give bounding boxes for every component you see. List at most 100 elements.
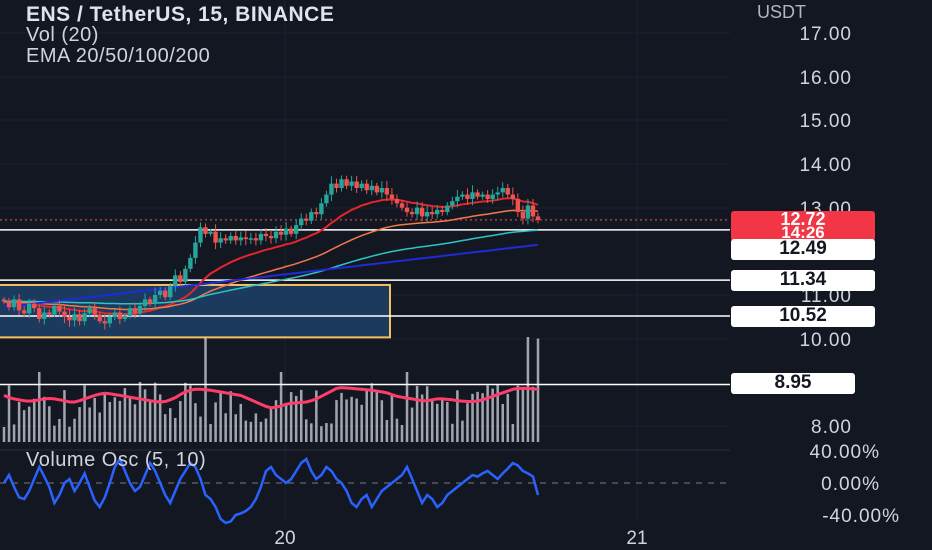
candle-body — [490, 194, 495, 199]
candle-body — [278, 231, 284, 235]
volume-bar — [174, 417, 177, 442]
candle-body — [465, 194, 470, 199]
time-axis: 20 21 — [274, 528, 647, 549]
volume-bar — [128, 396, 132, 442]
volume-bar — [299, 389, 303, 442]
volume-bar — [7, 385, 11, 442]
candle-body — [87, 308, 92, 314]
candle-body — [389, 194, 395, 199]
osc-tick-label: -40.00% — [822, 506, 900, 527]
candle-body — [440, 209, 445, 213]
volume-bar — [143, 389, 147, 442]
volume-bar — [446, 401, 449, 442]
candle-body — [253, 238, 259, 241]
candle-body — [505, 188, 510, 195]
candle-body — [168, 286, 173, 298]
price-tick-label: 17.00 — [799, 24, 852, 45]
volume-bar — [63, 390, 66, 442]
volume-bar — [415, 386, 419, 442]
volume-indicator-label[interactable]: Vol (20) — [26, 24, 99, 46]
volume-bar — [138, 382, 142, 442]
volume-bar — [168, 408, 172, 442]
price-axis: 17.0016.0015.0014.0013.0011.0010.008.004… — [799, 24, 900, 527]
candle-body — [530, 205, 536, 217]
volume-bar — [516, 385, 520, 442]
current-price-tag: 12.72 14:26 — [731, 210, 875, 241]
price-zone — [0, 283, 391, 339]
volume-bar — [12, 424, 16, 442]
volume-bar — [108, 401, 112, 442]
candle-body — [42, 312, 47, 320]
volume-ma-line — [3, 386, 539, 410]
ema-indicator-label[interactable]: EMA 20/50/100/200 — [26, 45, 211, 67]
volume-bar — [2, 427, 6, 442]
candle-body — [248, 238, 254, 240]
candle-body — [314, 212, 319, 215]
candle-body — [16, 299, 22, 311]
volume-bar — [73, 418, 76, 442]
candle-body — [127, 308, 133, 316]
volume-bar — [199, 416, 202, 442]
candle-body — [344, 179, 349, 186]
volume-bar — [305, 419, 308, 442]
volume-bar — [53, 425, 56, 442]
candle-body — [203, 227, 208, 234]
candle-body — [470, 192, 475, 199]
volume-bar — [48, 406, 51, 442]
candle-body — [510, 194, 516, 199]
candle-body — [273, 231, 279, 239]
candle-body — [430, 212, 435, 215]
ema-50-line — [3, 209, 539, 311]
volume-bar — [274, 400, 278, 442]
candle-body — [319, 203, 324, 215]
volume-bar — [350, 396, 353, 442]
candle-body — [329, 183, 334, 195]
volume-bar — [98, 412, 101, 442]
candle-body — [243, 237, 249, 240]
candle-body — [495, 192, 500, 195]
candle-body — [152, 295, 158, 304]
volume-bar — [264, 418, 268, 442]
volume-bar — [390, 395, 394, 442]
price-tick-label: 14.00 — [799, 155, 852, 176]
volume-bar — [385, 420, 389, 442]
volume-oscillator — [0, 456, 730, 525]
candle-body — [339, 179, 344, 189]
candle-body — [6, 301, 12, 308]
candle-body — [424, 212, 430, 217]
volume-bar — [400, 425, 404, 442]
candle-body — [173, 275, 178, 287]
volume-bar — [27, 406, 31, 442]
volume-bar — [17, 401, 21, 442]
volume-bar — [355, 398, 358, 442]
candle-body — [122, 315, 128, 320]
candle-body — [32, 303, 37, 309]
candle-body — [475, 192, 480, 197]
candle-body — [460, 194, 465, 197]
candle-body — [419, 207, 425, 217]
price-tick-label: 16.00 — [799, 68, 852, 89]
oscillator-title[interactable]: Volume Osc (5, 10) — [26, 449, 207, 471]
symbol-title[interactable]: ENS / TetherUS, 15, BINANCE — [26, 3, 335, 26]
candle-body — [132, 308, 138, 314]
volume-bar — [320, 426, 323, 442]
volume-bar — [531, 386, 535, 442]
volume-bar — [375, 390, 379, 442]
candle-body — [354, 181, 359, 189]
volume-bar — [476, 391, 479, 442]
grid — [0, 0, 730, 522]
time-tick-label: 20 — [274, 528, 295, 549]
candle-body — [515, 198, 521, 213]
volume-bar — [88, 407, 91, 442]
candle-body — [500, 188, 505, 193]
candle-body — [349, 181, 354, 186]
volume-bar — [219, 391, 222, 442]
volume-bar — [335, 400, 338, 442]
candle-body — [228, 236, 233, 241]
volume-bar — [405, 372, 409, 442]
price-tick-label: 10.00 — [799, 330, 852, 351]
volume-bar — [294, 395, 298, 442]
candle-body — [364, 183, 369, 191]
candle-body — [147, 299, 153, 304]
